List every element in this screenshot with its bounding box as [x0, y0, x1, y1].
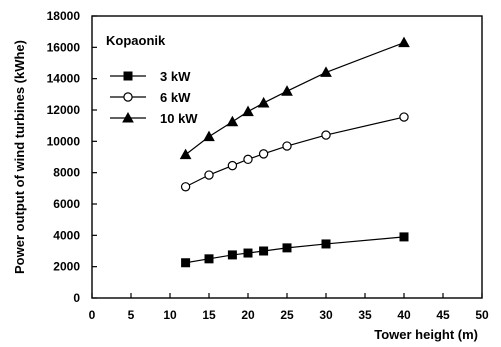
x-axis-label: Tower height (m) [374, 327, 478, 342]
x-tick-label: 15 [202, 308, 216, 322]
data-point-6-kw [204, 170, 214, 180]
y-tick-label: 18000 [47, 9, 81, 23]
ticks-group: 0 5 10 15 20 25 30 35 40 45 50 0 2000 4000 6000 8000 100… [47, 9, 489, 322]
data-point-6-kw [243, 154, 253, 165]
y-tick-label: 2000 [53, 260, 80, 274]
legend-item-3-kw: 3 kW [110, 69, 191, 84]
x-tick-label: 25 [280, 308, 294, 322]
data-point-6-kw [258, 149, 269, 159]
series-line-6-kw [185, 116, 405, 188]
data-point-10-kw [257, 96, 270, 108]
data-point-6-kw [282, 141, 292, 151]
data-point-6-kw [180, 182, 191, 192]
y-tick-label: 12000 [47, 103, 81, 117]
data-point-3-kw [259, 246, 269, 256]
x-tick-label: 50 [475, 308, 489, 322]
legend-label-3-kw: 3 kW [160, 69, 191, 84]
series-3-kw [181, 232, 409, 268]
data-point-10-kw [179, 148, 192, 160]
x-tick-label: 35 [358, 308, 372, 322]
y-tick-label: 4000 [53, 228, 80, 242]
x-tick-label: 40 [397, 308, 411, 322]
data-point-10-kw [226, 115, 239, 127]
data-point-10-kw [281, 85, 293, 96]
data-point-10-kw [398, 36, 410, 48]
series-group [179, 36, 410, 268]
legend-marker-6-kw [123, 92, 133, 102]
data-point-3-kw [243, 248, 253, 258]
y-tick-label: 8000 [53, 166, 80, 180]
y-tick-label: 6000 [53, 197, 80, 211]
series-6-kw [180, 112, 409, 192]
data-point-3-kw [181, 258, 191, 268]
legend: 3 kW 6 kW 10 kW [110, 69, 198, 126]
data-point-3-kw [227, 250, 237, 260]
legend-marker-3-kw [123, 71, 133, 81]
data-point-6-kw [399, 112, 409, 122]
x-tick-label: 10 [163, 308, 177, 322]
data-point-10-kw [320, 66, 332, 77]
legend-item-6-kw: 6 kW [110, 90, 191, 105]
data-point-3-kw [399, 232, 409, 242]
y-tick-label: 10000 [47, 134, 81, 148]
data-point-6-kw [321, 130, 331, 140]
legend-marker-10-kw [122, 111, 134, 123]
plot-frame [91, 15, 483, 299]
data-point-6-kw [227, 160, 238, 171]
x-tick-label: 30 [319, 308, 333, 322]
chart-annotation: Kopaonik [106, 33, 166, 48]
y-tick-label: 16000 [47, 40, 81, 54]
data-point-3-kw [204, 254, 214, 264]
axes-group [91, 15, 483, 299]
series-line-3-kw [185, 236, 405, 264]
data-point-10-kw [242, 105, 254, 117]
x-tick-label: 20 [241, 308, 255, 322]
series-line-10-kw [185, 42, 405, 156]
y-tick-label: 0 [73, 291, 80, 305]
x-tick-label: 45 [436, 308, 450, 322]
data-point-3-kw [321, 239, 331, 249]
y-axis-label: Power output of wind turbines (kWhe) [12, 40, 27, 274]
x-tick-label: 5 [128, 308, 135, 322]
y-tick-label: 14000 [47, 72, 81, 86]
legend-label-10-kw: 10 kW [160, 111, 198, 126]
legend-label-6-kw: 6 kW [160, 90, 191, 105]
data-point-10-kw [203, 130, 215, 142]
legend-item-10-kw: 10 kW [110, 111, 198, 126]
series-10-kw [179, 36, 410, 160]
data-point-3-kw [282, 243, 292, 253]
x-tick-label: 0 [89, 308, 96, 322]
